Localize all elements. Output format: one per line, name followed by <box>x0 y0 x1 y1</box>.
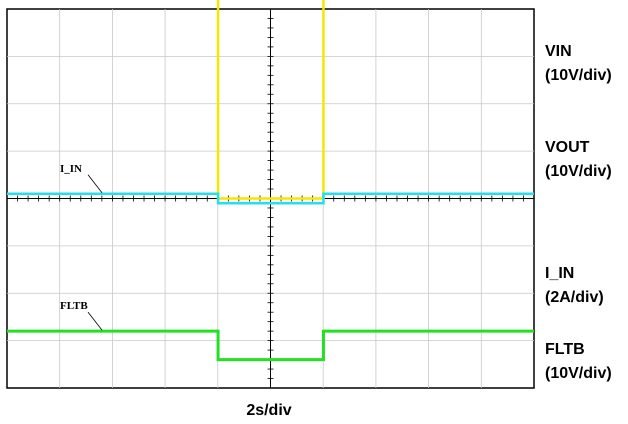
scope-grid <box>6 8 535 389</box>
vin-name: VIN <box>545 43 572 60</box>
iin-name: I_IN <box>545 265 575 282</box>
side-label-vin: VIN (10V/div) <box>545 40 612 88</box>
vin-scale: (10V/div) <box>545 67 612 84</box>
trace-label-iin: I_IN <box>60 163 82 175</box>
fltb-name: FLTB <box>545 341 585 358</box>
side-label-iin: I_IN (2A/div) <box>545 262 604 310</box>
iin-scale: (2A/div) <box>545 289 604 306</box>
scope-traces <box>7 0 534 362</box>
side-label-fltb: FLTB (10V/div) <box>545 338 612 386</box>
vout-name: VOUT <box>545 139 590 156</box>
trace-vout <box>216 0 325 200</box>
trace-fltb <box>7 329 534 362</box>
fltb-scale: (10V/div) <box>545 365 612 382</box>
trace-label-leader <box>87 174 103 194</box>
side-label-vout: VOUT (10V/div) <box>545 136 612 184</box>
trace-label-fltb: FLTB <box>60 300 88 312</box>
trace-label-leader <box>87 311 103 331</box>
trace-iin <box>7 192 534 205</box>
x-axis-scale-label: 2s/div <box>246 402 292 419</box>
vout-scale: (10V/div) <box>545 163 612 180</box>
